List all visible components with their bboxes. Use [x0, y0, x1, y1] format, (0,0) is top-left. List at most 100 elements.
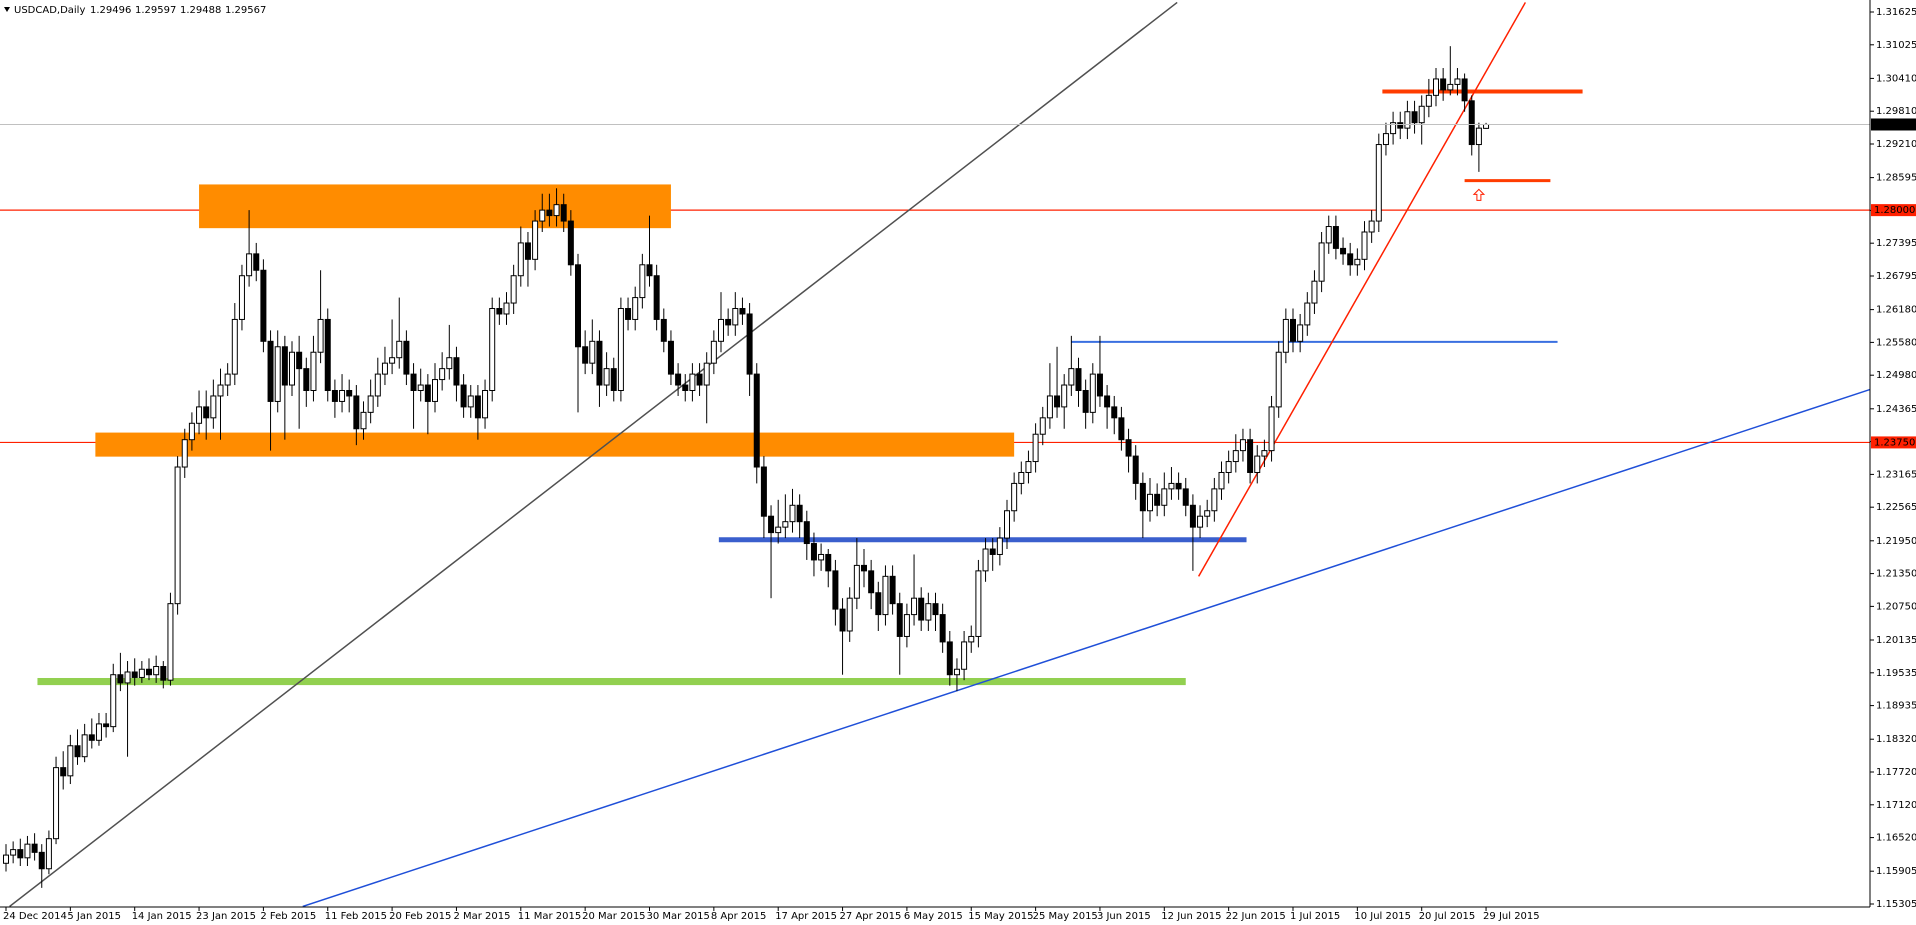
candle-body	[346, 389, 353, 397]
candle-body	[88, 734, 95, 741]
y-tick-label: 1.16520	[1876, 833, 1916, 844]
candle-body	[861, 564, 867, 572]
candle-body	[1340, 247, 1347, 255]
candle-body	[553, 204, 560, 217]
candle-body	[53, 767, 60, 840]
candle-body	[303, 368, 310, 391]
candle-body	[1247, 439, 1254, 473]
candle-body	[1411, 111, 1418, 124]
candle-body	[181, 439, 188, 468]
candle-body	[1261, 450, 1268, 457]
candle-body	[424, 384, 431, 402]
candle-body	[975, 570, 982, 637]
candle-body	[1475, 127, 1482, 146]
candle-body	[939, 614, 946, 643]
candle-body	[896, 603, 903, 637]
y-tick-label: 1.17120	[1876, 800, 1916, 811]
y-tick-label: 1.26795	[1876, 271, 1916, 282]
candle-body	[360, 411, 367, 430]
candle-body	[653, 275, 660, 320]
x-tick-label: 11 Mar 2015	[518, 911, 581, 922]
header-open: 1.29496	[90, 5, 131, 16]
candle-body	[1361, 231, 1368, 260]
candle-body	[67, 745, 74, 777]
zone	[37, 677, 1186, 686]
candle-body	[138, 668, 145, 678]
candle-body	[1225, 461, 1232, 473]
candle-body	[1154, 493, 1161, 506]
candle-body	[789, 504, 796, 523]
candle-body	[768, 515, 775, 534]
candle-body	[1204, 510, 1211, 517]
candle-body	[946, 641, 953, 676]
candle-body	[253, 253, 260, 271]
candle-body	[439, 368, 446, 381]
candle-body	[603, 368, 610, 386]
candle-body	[1004, 510, 1010, 539]
candle-body	[932, 603, 939, 616]
candle-body	[1054, 395, 1061, 408]
x-tick-label: 15 May 2015	[968, 911, 1033, 922]
candle-body	[160, 666, 167, 681]
candle-body	[31, 843, 38, 853]
candle-body	[74, 745, 81, 758]
trend-line	[1197, 2, 1527, 577]
y-tick-label: 1.29210	[1876, 139, 1916, 150]
candle-body	[460, 384, 467, 408]
candle-body	[1147, 493, 1153, 512]
candle-body	[810, 543, 817, 561]
candle-body	[103, 723, 110, 728]
candle-body	[625, 308, 632, 320]
candle-body	[725, 318, 732, 326]
y-tick-label: 1.26180	[1876, 305, 1916, 316]
candle-body	[117, 674, 124, 684]
x-tick-label: 11 Feb 2015	[325, 911, 387, 922]
candle-body	[911, 597, 918, 616]
candle-body	[532, 220, 539, 260]
candle-body	[1039, 417, 1046, 435]
candle-body	[1104, 395, 1111, 408]
candle-body	[146, 668, 152, 676]
x-tick-label: 22 Jun 2015	[1226, 911, 1286, 922]
candle-body	[510, 275, 517, 304]
candle-body	[260, 269, 267, 342]
candle-body	[281, 346, 288, 386]
candle-body	[1211, 488, 1218, 512]
candle-body	[231, 318, 238, 375]
candle-body	[839, 608, 846, 632]
candle-body	[1483, 123, 1490, 129]
level-tag	[1871, 204, 1916, 217]
candle-body	[1254, 455, 1261, 473]
candle-body	[1268, 406, 1275, 452]
y-tick-label: 1.20135	[1876, 635, 1916, 646]
candle-body	[710, 340, 717, 364]
y-tick-label: 1.17720	[1876, 767, 1916, 778]
candle-body	[1089, 373, 1096, 413]
candle-body	[317, 318, 324, 353]
candle-body	[310, 351, 317, 391]
candle-body	[81, 734, 88, 758]
candle-body	[446, 357, 453, 370]
candle-body	[689, 373, 696, 391]
candle-body	[196, 406, 203, 424]
candle-body	[417, 384, 424, 391]
candle-body	[667, 340, 674, 375]
y-tick-label: 1.30410	[1876, 73, 1916, 84]
candle-body	[60, 767, 67, 777]
candle-body	[1332, 226, 1339, 249]
x-tick-label: 30 Mar 2015	[647, 911, 710, 922]
y-tick-label: 1.15905	[1876, 866, 1916, 877]
candle-body	[467, 395, 474, 408]
y-tick-label: 1.29810	[1876, 106, 1916, 117]
candle-body	[1175, 482, 1182, 490]
candle-body	[832, 570, 839, 610]
candle-body	[1197, 515, 1204, 528]
y-tick-label: 1.24365	[1876, 404, 1916, 415]
candle-body	[188, 422, 195, 441]
candle-body	[432, 379, 438, 402]
candle-body	[396, 340, 403, 359]
candle-body	[732, 308, 739, 326]
candle-body	[610, 368, 617, 391]
trend-line	[302, 388, 1870, 907]
